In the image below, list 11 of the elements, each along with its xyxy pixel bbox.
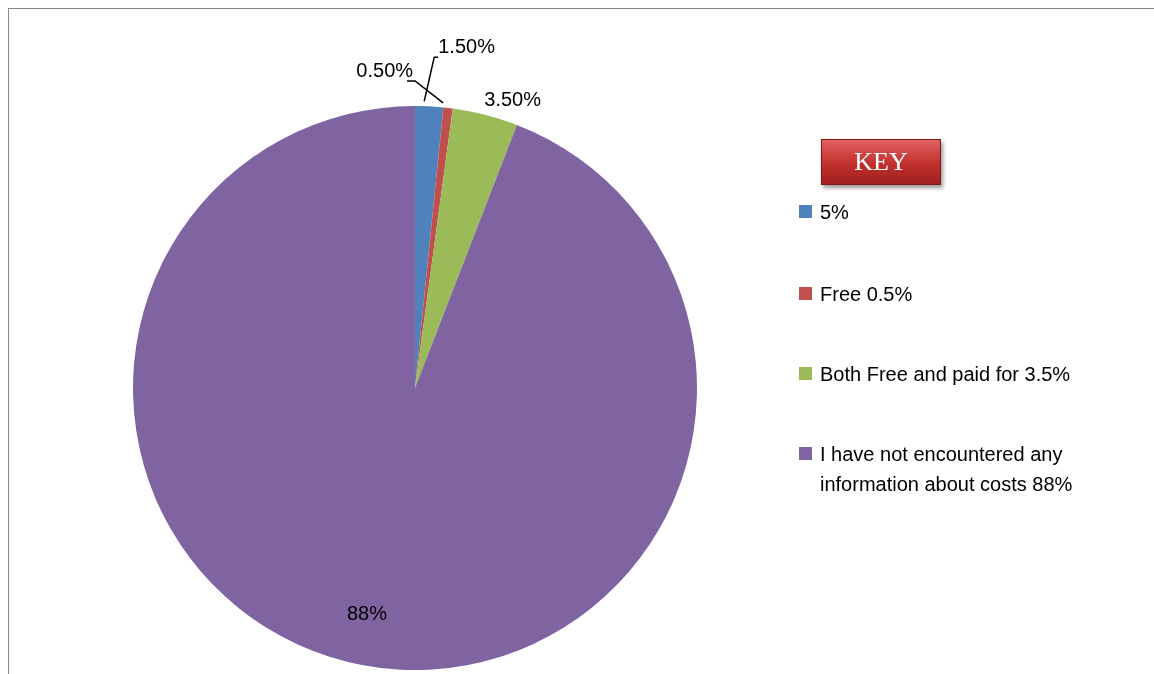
legend-label: I have not encountered any information about costs 88% [820, 442, 1074, 497]
legend-label: Both Free and paid for 3.5% [820, 362, 1071, 387]
data-label: 1.50% [438, 35, 496, 58]
pie-slice [415, 108, 517, 388]
key-badge: KEY [821, 139, 941, 185]
legend-label: Free 0.5% [820, 282, 913, 307]
pie-slice [133, 106, 697, 670]
data-label: 0.50% [356, 58, 414, 81]
legend-label: 5% [820, 200, 849, 225]
data-label: 88% [346, 602, 388, 625]
data-label: 3.50% [484, 87, 542, 110]
